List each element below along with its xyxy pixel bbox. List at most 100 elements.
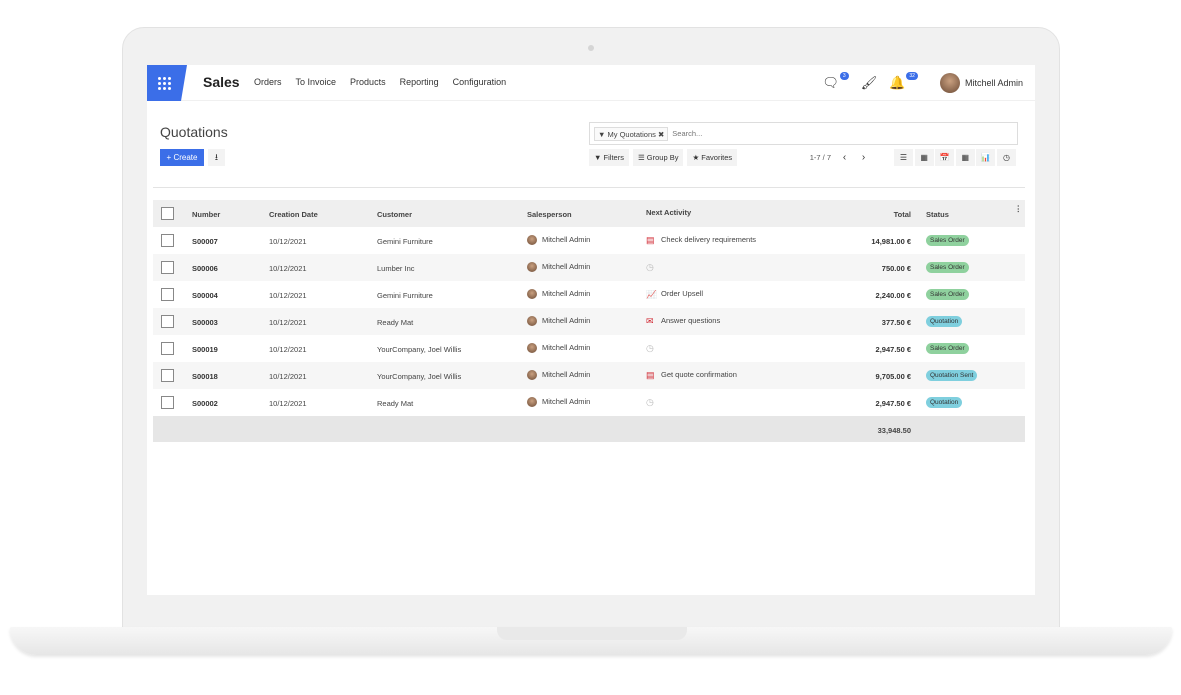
user-name[interactable]: Mitchell Admin [964, 78, 1023, 88]
brush-button[interactable]: 🖌 [861, 76, 878, 90]
group-by-button[interactable]: ☰ Group By [632, 149, 684, 166]
menu-to-invoice[interactable]: To Invoice [295, 77, 337, 87]
header-customer[interactable]: Customer [377, 210, 413, 219]
search-input[interactable] [672, 129, 1017, 138]
clock-icon: ◷ [1002, 153, 1010, 162]
create-button[interactable]: + Create [160, 149, 204, 166]
next-activity[interactable]: ▤ Get quote confirmation [646, 370, 737, 380]
menu-products[interactable]: Products [350, 77, 386, 87]
bell-icon: 🔔 [889, 75, 906, 90]
remove-facet-icon[interactable]: ✖ [657, 129, 665, 139]
table-row[interactable]: S00018 10/12/2021 YourCompany, Joel Will… [153, 362, 1025, 389]
plus-icon: + [166, 153, 174, 162]
salesperson-avatar [527, 262, 537, 273]
row-checkbox[interactable] [161, 234, 174, 247]
messages-button[interactable]: 🗨 3 [822, 72, 849, 90]
menu-configuration[interactable]: Configuration [452, 77, 507, 87]
creation-date: 10/12/2021 [269, 318, 307, 327]
table-icon: ▦ [961, 153, 970, 162]
row-checkbox[interactable] [161, 261, 174, 274]
total: 2,240.00 € [875, 291, 911, 300]
next-activity[interactable]: ✉ Answer questions [646, 316, 721, 326]
favorites-button[interactable]: ★ Favorites [687, 149, 738, 166]
header-number[interactable]: Number [192, 210, 221, 219]
salesperson-avatar [527, 343, 537, 354]
view-graph[interactable]: 📊 [976, 149, 996, 166]
table-row[interactable]: S00003 10/12/2021 Ready Mat Mitchell Adm… [153, 308, 1025, 335]
header-total[interactable]: Total [893, 210, 911, 219]
customer: YourCompany, Joel Willis [377, 372, 462, 381]
customer: Gemini Furniture [377, 237, 433, 246]
order-number: S00007 [192, 237, 218, 246]
activities-badge: 32 [906, 72, 918, 80]
task-list-icon[interactable]: ▤ [646, 370, 655, 380]
app-menu-button[interactable] [147, 65, 187, 101]
pager-value[interactable]: 1-7 / 7 [809, 153, 831, 162]
view-switcher: ☰ ▦ 📅 ▦ 📊 ◷ [894, 149, 1016, 166]
table-row[interactable]: S00006 10/12/2021 Lumber Inc Mitchell Ad… [153, 254, 1025, 281]
total: 750.00 € [881, 264, 911, 273]
view-pivot[interactable]: ▦ [955, 149, 975, 166]
table-row[interactable]: S00002 10/12/2021 Ready Mat Mitchell Adm… [153, 389, 1025, 416]
header-salesperson[interactable]: Salesperson [527, 210, 572, 219]
navbar-systray: 🗨 3 🖌 🔔 32 Mitchell Admin [822, 65, 1023, 101]
next-activity[interactable]: ▤ Check delivery requirements [646, 235, 757, 245]
order-number: S00004 [192, 291, 218, 300]
next-activity[interactable]: ◷ [646, 262, 661, 272]
select-all-checkbox[interactable] [161, 207, 174, 220]
view-calendar[interactable]: 📅 [935, 149, 955, 166]
pager-previous[interactable]: ‹ [836, 149, 853, 166]
row-checkbox[interactable] [161, 342, 174, 355]
row-checkbox[interactable] [161, 288, 174, 301]
header-creation-date[interactable]: Creation Date [269, 210, 318, 219]
table-footer: 33,948.50 [153, 416, 1025, 442]
activities-button[interactable]: 🔔 32 [889, 72, 918, 90]
table-row[interactable]: S00004 10/12/2021 Gemini Furniture Mitch… [153, 281, 1025, 308]
status-badge: Quotation [926, 397, 963, 408]
view-kanban[interactable]: ▦ [914, 149, 934, 166]
row-checkbox[interactable] [161, 396, 174, 409]
task-list-icon[interactable]: ▤ [646, 235, 655, 245]
row-checkbox[interactable] [161, 369, 174, 382]
chart-line-icon[interactable]: 📈 [646, 289, 657, 299]
view-list[interactable]: ☰ [894, 149, 913, 166]
clock-icon[interactable]: ◷ [646, 397, 654, 407]
salesperson-avatar [527, 235, 537, 246]
creation-date: 10/12/2021 [269, 264, 307, 273]
pager-next[interactable]: › [855, 149, 872, 166]
optional-columns-icon[interactable]: ⋮ [1014, 204, 1023, 213]
order-number: S00003 [192, 318, 218, 327]
row-checkbox[interactable] [161, 315, 174, 328]
next-activity[interactable]: ◷ [646, 397, 661, 407]
table-row[interactable]: S00007 10/12/2021 Gemini Furniture Mitch… [153, 227, 1025, 254]
header-next-activity[interactable]: Next Activity [646, 208, 692, 217]
menu-reporting[interactable]: Reporting [399, 77, 439, 87]
next-activity[interactable]: 📈 Order Upsell [646, 289, 704, 299]
filters-button[interactable]: ▼ Filters [589, 149, 629, 166]
salesperson: Mitchell Admin [527, 370, 590, 381]
filter-icon: ▼ [594, 153, 602, 162]
menu-orders[interactable]: Orders [254, 77, 282, 87]
order-number: S00006 [192, 264, 218, 273]
main-menu: Orders To Invoice Products Reporting Con… [254, 77, 506, 87]
salesperson-avatar [527, 397, 537, 408]
kanban-icon: ▦ [920, 153, 928, 162]
next-activity[interactable]: ◷ [646, 343, 661, 353]
salesperson: Mitchell Admin [527, 262, 590, 273]
view-activity[interactable]: ◷ [996, 149, 1016, 166]
envelope-icon[interactable]: ✉ [646, 316, 654, 326]
search-facet[interactable]: ▼ My Quotations ✖ [594, 126, 669, 141]
customer: Gemini Furniture [377, 291, 433, 300]
filter-icon: ▼ [598, 129, 608, 139]
user-avatar[interactable] [939, 73, 960, 93]
clock-icon[interactable]: ◷ [646, 343, 654, 353]
order-number: S00019 [192, 345, 218, 354]
order-number: S00002 [192, 399, 218, 408]
clock-icon[interactable]: ◷ [646, 262, 654, 272]
header-status[interactable]: Status [926, 210, 949, 219]
table-header: Number Creation Date Customer Salesperso… [153, 200, 1025, 227]
customer: YourCompany, Joel Willis [377, 345, 462, 354]
salesperson-avatar [527, 289, 537, 300]
table-row[interactable]: S00019 10/12/2021 YourCompany, Joel Will… [153, 335, 1025, 362]
download-button[interactable]: ⭳ [208, 149, 225, 166]
